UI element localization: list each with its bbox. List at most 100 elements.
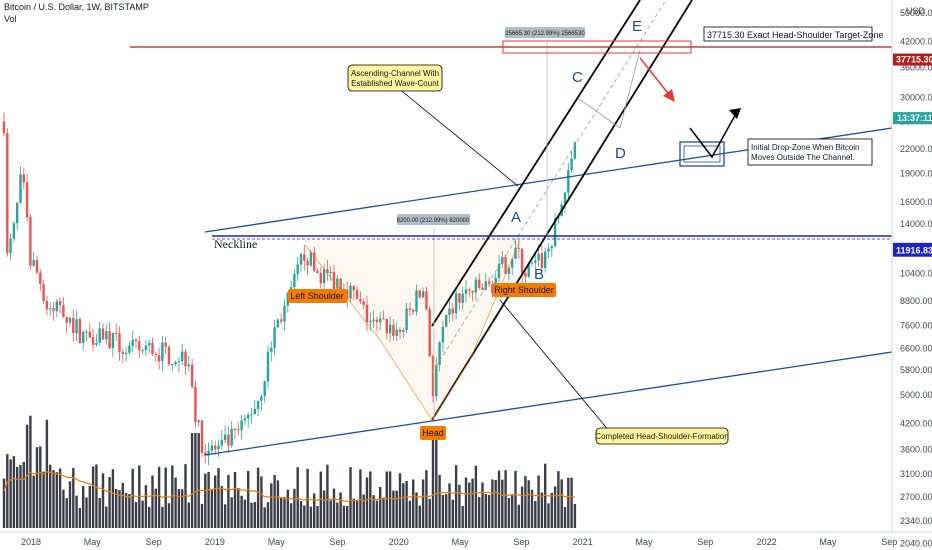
completed-text: Completed Head-Shoulder-Formation: [595, 432, 728, 441]
candle-body: [174, 361, 177, 365]
x-tick-label: Sep: [146, 537, 162, 547]
right-shoulder-text: Right Shoulder: [494, 285, 554, 295]
candle-body: [141, 350, 144, 352]
volume-bar: [339, 492, 342, 528]
candle-body: [398, 329, 402, 333]
candle-body: [322, 269, 326, 284]
volume-bar: [247, 471, 250, 528]
candle-body: [190, 364, 194, 387]
y-tick-label: 5000.00: [900, 390, 932, 400]
right-shoulder-tag[interactable]: Right Shoulder: [493, 283, 556, 297]
volume-bar: [108, 477, 111, 528]
wave-d-label: D: [615, 145, 626, 162]
volume-bar: [441, 494, 445, 528]
candle-body: [220, 439, 223, 446]
callout-pointer-completed: [499, 299, 611, 433]
candle-body: [128, 345, 131, 353]
volume-bar: [560, 479, 563, 528]
candle-body: [537, 253, 540, 261]
candle-body: [474, 279, 478, 293]
volume-bar: [233, 471, 237, 528]
volume-bar: [253, 502, 256, 528]
candle-body: [91, 337, 95, 345]
wave-e-label: E: [632, 18, 642, 35]
volume-bar: [451, 499, 454, 528]
ascending-channel-line-1: Ascending-Channel With: [351, 69, 439, 78]
x-tick-label: 2022: [757, 537, 777, 547]
volume-bar: [75, 495, 78, 528]
volume-bar: [379, 486, 382, 528]
candle-body: [306, 260, 309, 266]
candle-body: [385, 318, 388, 334]
volume-bar: [412, 479, 415, 528]
candle-body: [111, 332, 115, 349]
time-axis[interactable]: 2018 May Sep 2019 May Sep 2020 May Sep 2021 May Sep…: [0, 531, 932, 547]
y-tick-label: 3600.00: [900, 444, 932, 454]
volume-bar: [227, 474, 230, 528]
volume-bar: [359, 469, 362, 528]
candle-body: [276, 319, 280, 328]
candle-body: [161, 342, 164, 362]
candle-body: [319, 272, 322, 284]
candle-body: [197, 420, 200, 423]
volume-bar: [171, 465, 174, 528]
candle-body: [260, 396, 263, 401]
candle-body: [418, 290, 421, 298]
channel-lower-line[interactable]: [204, 351, 893, 456]
ascending-channel-upper[interactable]: [431, 0, 641, 327]
left-shoulder-tag[interactable]: Left Shoulder: [288, 289, 347, 303]
volume-bar: [16, 466, 19, 528]
volume-bar: [220, 486, 223, 528]
head-tag[interactable]: Head: [420, 426, 446, 440]
volume-label: Vol: [4, 14, 17, 24]
y-tick-label: 4200.00: [900, 419, 932, 429]
candle-body: [438, 342, 441, 365]
rebound-arrow: [689, 109, 739, 159]
candle-body: [25, 182, 29, 218]
drop-zone-callout[interactable]: Initial Drop-Zone When Bitcoin Moves Out…: [747, 138, 873, 166]
candle-body: [379, 318, 382, 323]
volume-bar: [266, 502, 270, 528]
volume-bar: [352, 498, 355, 528]
volume-bar: [273, 474, 276, 528]
drop-arrow-line: [639, 57, 672, 98]
volume-bar: [197, 433, 200, 528]
candle-body: [101, 328, 105, 340]
candle-body: [154, 354, 157, 356]
volume-bar: [296, 467, 299, 528]
candle-body: [412, 309, 415, 312]
ascending-channel-callout[interactable]: Ascending-Channel With Established Wave-…: [347, 64, 443, 92]
candle-body: [95, 342, 98, 345]
candle-body: [504, 257, 507, 274]
volume-bar: [98, 497, 101, 528]
price-tag: 37715.30: [893, 53, 932, 66]
candle-body: [52, 308, 55, 312]
candle-body: [372, 319, 375, 322]
volume-bar: [52, 470, 55, 528]
candle-body: [16, 202, 19, 224]
candle-body: [32, 259, 35, 266]
volume-bar: [161, 506, 164, 528]
volume-bar: [365, 477, 369, 528]
volume-bar: [283, 497, 286, 528]
target-zone-box[interactable]: [502, 40, 692, 54]
candle-body: [35, 259, 39, 273]
x-tick-label: Sep: [881, 537, 897, 547]
candle-body: [253, 408, 256, 415]
volume-bar: [22, 462, 25, 528]
drop-zone-box[interactable]: [679, 141, 725, 167]
candle-body: [408, 308, 412, 310]
y-tick-label: 2700.00: [900, 492, 932, 502]
volume-bar: [39, 446, 42, 528]
x-tick-label: May: [819, 537, 837, 547]
y-tick-label: 7600.00: [900, 320, 932, 330]
volume-bar: [448, 483, 451, 528]
candle-body: [392, 324, 395, 336]
volume-bar: [190, 433, 194, 528]
completed-callout[interactable]: Completed Head-Shoulder-Formation: [595, 427, 729, 445]
volume-bar: [507, 498, 511, 528]
target-annotation[interactable]: 37715.30 Exact Head-Shoulder Target-Zone: [703, 26, 883, 42]
price-axis[interactable]: 50000.0042000.0036000.0030000.0026000.00…: [891, 0, 932, 549]
volume-bar: [540, 492, 544, 528]
